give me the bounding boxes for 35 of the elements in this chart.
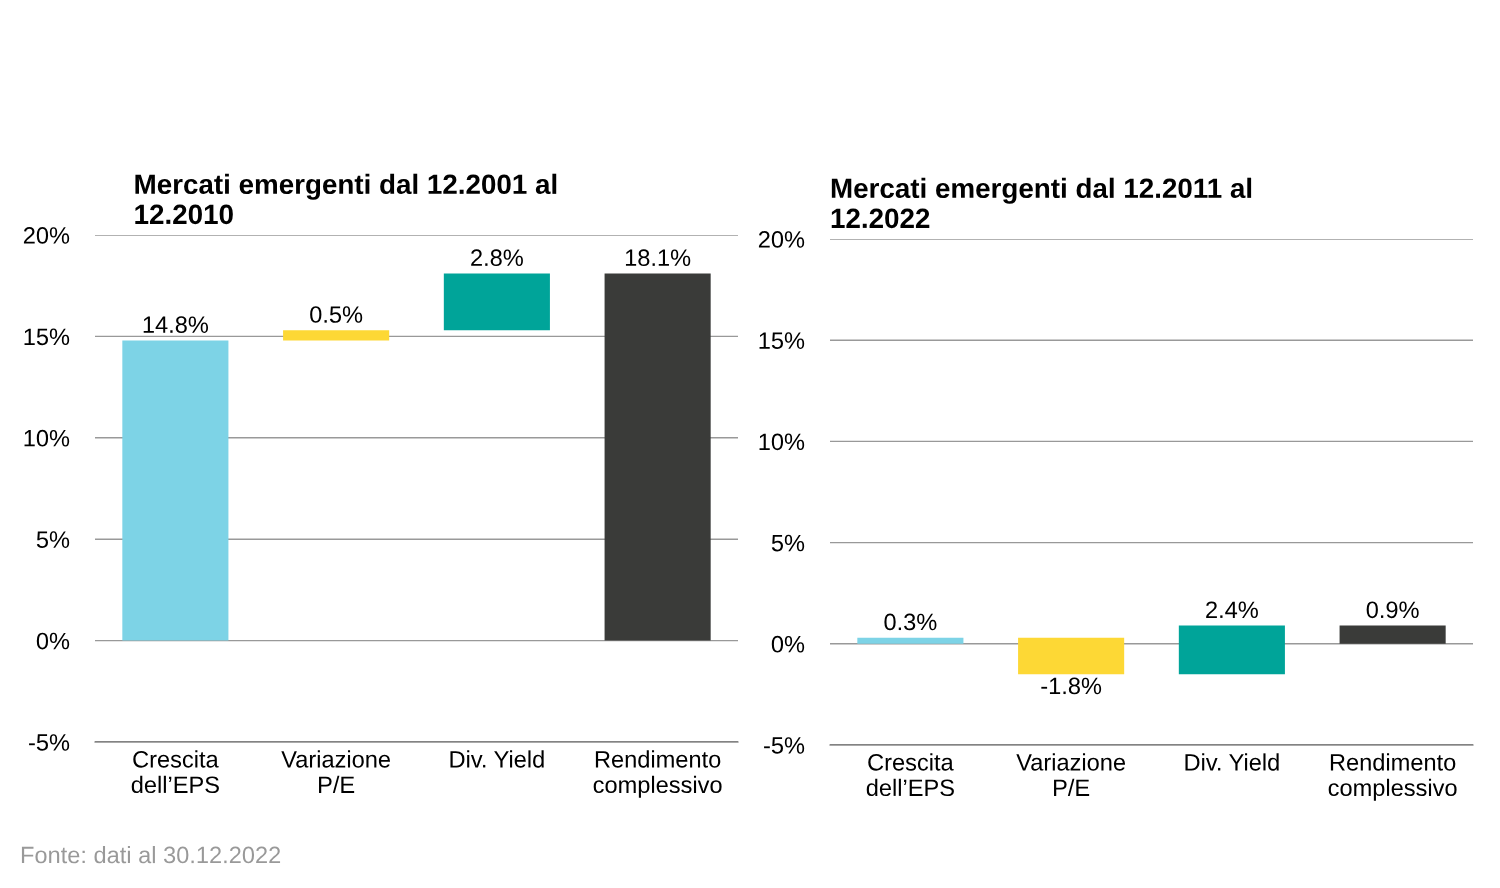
- y-tick-label: 15%: [24, 328, 70, 346]
- data-label: 0.5%: [310, 306, 363, 323]
- data-label: 2.4%: [1206, 601, 1258, 619]
- x-tick-label: Crescita dell’EPS: [866, 753, 954, 797]
- data-label: 18.1%: [625, 249, 691, 267]
- x-tick-label: Rendimento complessivo: [593, 750, 722, 798]
- chart-title: Mercati emergenti dal 12.2011 al 12.2022: [831, 177, 1252, 229]
- data-label: 14.8%: [143, 316, 209, 334]
- x-tick-label: Div. Yield: [1185, 753, 1279, 771]
- y-tick-label: 10%: [24, 429, 70, 447]
- bar: [604, 273, 711, 641]
- y-tick-label: 10%: [759, 433, 805, 451]
- y-tick-label: 0%: [771, 635, 805, 653]
- y-tick-label: -5%: [764, 737, 805, 754]
- x-tick-label: Div. Yield: [450, 750, 544, 768]
- data-label: 0.3%: [884, 613, 937, 631]
- bar: [122, 340, 229, 641]
- data-label: -1.8%: [1041, 677, 1102, 695]
- data-label: 2.8%: [471, 249, 523, 267]
- y-tick-label: 20%: [758, 231, 805, 248]
- data-label: 0.9%: [1366, 601, 1419, 619]
- x-tick-label: Crescita dell’EPS: [131, 750, 219, 794]
- y-tick-label: 15%: [759, 332, 805, 349]
- chart-title: Mercati emergenti dal 12.2001 al 12.2010: [135, 173, 557, 225]
- x-tick-label: Variazione P/E: [1016, 753, 1125, 797]
- y-tick-label: 5%: [36, 531, 70, 548]
- y-tick-label: -5%: [29, 734, 70, 751]
- x-tick-label: Rendimento complessivo: [1328, 753, 1457, 801]
- bar: [443, 273, 550, 331]
- source-note: Fonte: dati al 30.12.2022: [21, 845, 281, 864]
- bar: [283, 330, 390, 341]
- y-tick-label: 20%: [23, 227, 70, 244]
- y-tick-label: 0%: [36, 632, 70, 650]
- x-tick-label: Variazione P/E: [281, 750, 390, 794]
- y-tick-label: 5%: [771, 534, 805, 552]
